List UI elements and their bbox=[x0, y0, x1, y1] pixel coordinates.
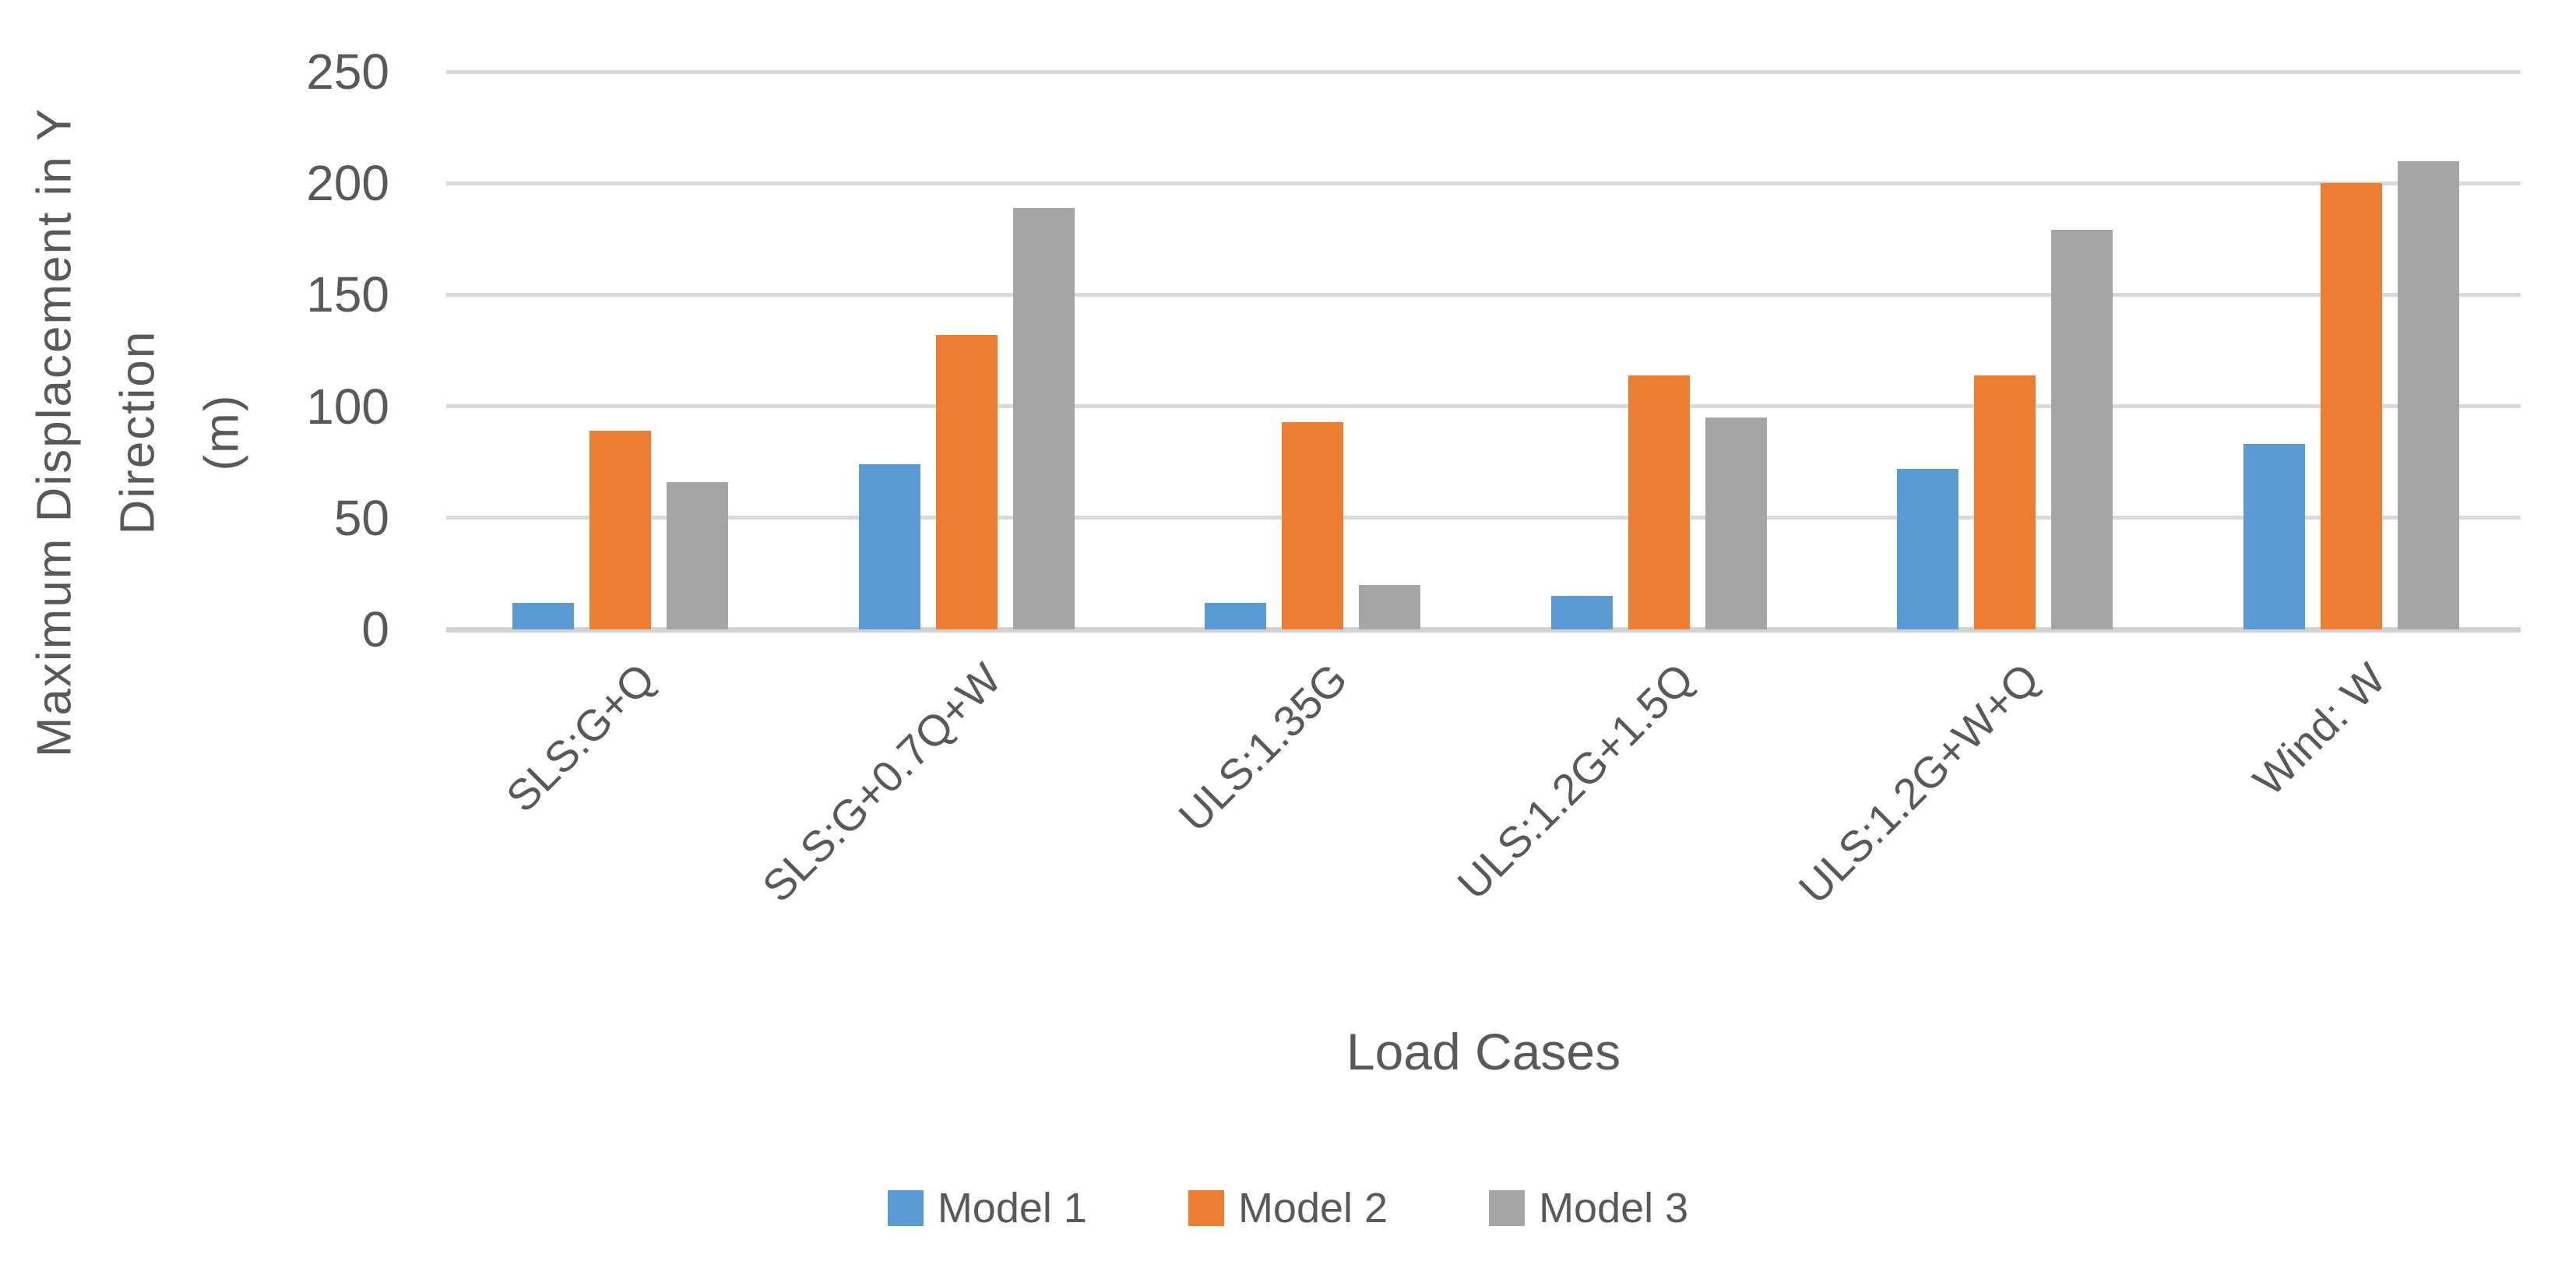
bar-model-2-ULS:1.2G+W+Q bbox=[1974, 375, 2036, 629]
bar-model-2-Wind: W bbox=[2321, 183, 2382, 629]
bar-model-2-ULS:1.2G+1.5Q bbox=[1628, 375, 1690, 629]
y-axis-title-line-1: Maximum Displacement in Y bbox=[27, 107, 82, 758]
x-axis-title: Load Cases bbox=[1346, 1023, 1621, 1080]
bar-model-3-ULS:1.2G+W+Q bbox=[2051, 230, 2113, 629]
x-category-label-6: Wind: W bbox=[2243, 654, 2395, 805]
gridline-100 bbox=[446, 404, 2521, 408]
bar-model-1-ULS:1.2G+W+Q bbox=[1897, 469, 1958, 629]
legend: Model 1 Model 2 Model 3 bbox=[0, 1187, 2576, 1229]
legend-swatch-icon bbox=[1489, 1190, 1526, 1226]
bar-model-1-ULS:1.2G+1.5Q bbox=[1551, 596, 1613, 629]
y-tick-label-50: 50 bbox=[333, 490, 389, 546]
legend-item-model-1: Model 1 bbox=[887, 1185, 1087, 1232]
gridline-200 bbox=[446, 181, 2521, 185]
gridline-150 bbox=[446, 293, 2521, 297]
legend-label: Model 2 bbox=[1237, 1185, 1388, 1232]
legend-swatch-icon bbox=[887, 1190, 924, 1226]
bar-model-1-SLS:G+0.7Q+W bbox=[859, 464, 920, 629]
bar-model-2-SLS:G+Q bbox=[589, 431, 651, 629]
legend-swatch-icon bbox=[1188, 1190, 1224, 1226]
x-category-label-3: ULS:1.35G bbox=[1169, 654, 1357, 841]
y-tick-label-150: 150 bbox=[306, 266, 389, 322]
y-tick-label-0: 0 bbox=[361, 601, 389, 657]
bar-model-1-SLS:G+Q bbox=[512, 603, 574, 629]
legend-item-model-3: Model 3 bbox=[1489, 1187, 1688, 1229]
x-category-label-1: SLS:G+Q bbox=[496, 654, 664, 822]
x-category-label-5: ULS:1.2G+W+Q bbox=[1789, 654, 2049, 914]
bar-model-1-ULS:1.35G bbox=[1205, 603, 1266, 629]
x-category-label-2: SLS:G+0.7Q+W bbox=[753, 654, 1011, 911]
bar-model-3-SLS:G+0.7Q+W bbox=[1013, 208, 1075, 629]
legend-label: Model 3 bbox=[1539, 1185, 1689, 1232]
bar-model-3-Wind: W bbox=[2398, 161, 2459, 629]
bar-model-2-SLS:G+0.7Q+W bbox=[936, 335, 998, 629]
bar-model-3-SLS:G+Q bbox=[667, 482, 728, 629]
y-tick-label-250: 250 bbox=[306, 44, 389, 100]
bar-model-3-ULS:1.35G bbox=[1359, 585, 1420, 629]
x-category-label-4: ULS:1.2G+1.5Q bbox=[1448, 654, 1703, 909]
y-tick-label-100: 100 bbox=[306, 379, 389, 435]
x-axis-line bbox=[446, 627, 2521, 632]
bar-model-3-ULS:1.2G+1.5Q bbox=[1705, 418, 1767, 629]
gridline-50 bbox=[446, 516, 2521, 520]
bar-model-1-Wind: W bbox=[2243, 444, 2305, 629]
y-tick-label-200: 200 bbox=[306, 155, 389, 211]
bar-model-2-ULS:1.35G bbox=[1282, 422, 1343, 629]
legend-label: Model 1 bbox=[937, 1185, 1087, 1232]
gridline-250 bbox=[446, 70, 2521, 74]
legend-item-model-2: Model 2 bbox=[1188, 1187, 1388, 1229]
